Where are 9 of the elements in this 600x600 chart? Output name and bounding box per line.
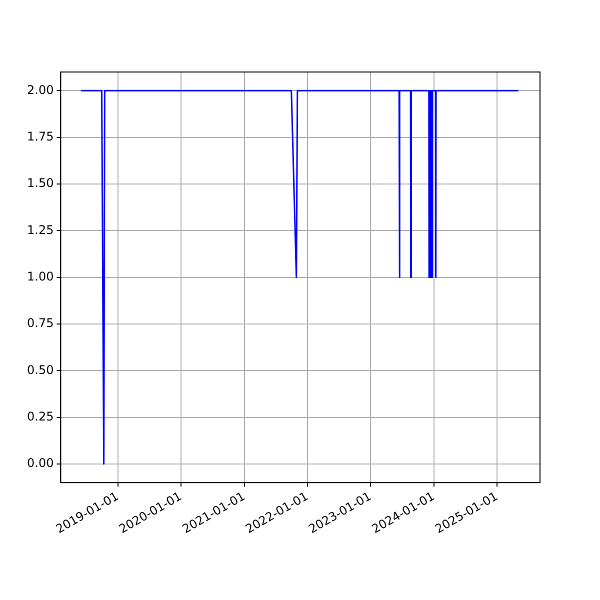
- y-tick-label: 1.50: [27, 176, 54, 190]
- y-tick-label: 0.00: [27, 456, 54, 470]
- y-tick-label: 2.00: [27, 82, 54, 97]
- y-tick-label: 1.25: [27, 222, 54, 237]
- y-tick-label: 1.00: [27, 269, 54, 284]
- y-tick-label: 0.25: [27, 409, 54, 424]
- y-tick-label: 0.50: [27, 362, 54, 377]
- y-tick-label: 1.75: [27, 129, 54, 144]
- y-tick-label: 0.75: [27, 316, 54, 330]
